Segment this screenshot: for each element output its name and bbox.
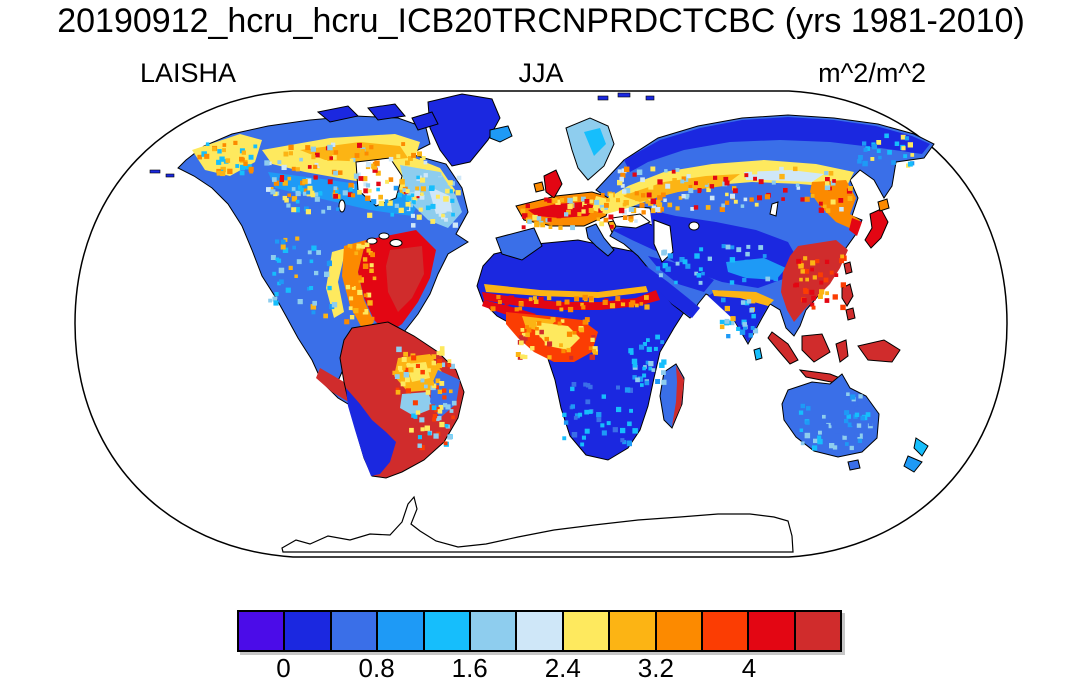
region-borneo <box>801 333 831 363</box>
colorbar-box-5 <box>468 612 516 650</box>
region-himalaya-front <box>712 290 774 306</box>
region-new-guinea <box>857 339 901 363</box>
great-lake-2 <box>378 232 390 240</box>
region-southern-cone <box>346 388 396 476</box>
colorbar-tick-2.4: 2.4 <box>544 653 581 683</box>
region-greenland <box>427 93 501 167</box>
region-arctic-island-3 <box>411 111 439 131</box>
great-lake-1 <box>366 237 378 245</box>
region-tasmania <box>847 459 861 471</box>
region-arctic-island-2 <box>367 103 406 121</box>
region-hokkaido <box>877 198 890 212</box>
region-taiwan <box>843 261 853 275</box>
region-madagascar-east <box>672 366 684 426</box>
region-us-east-core <box>386 246 424 312</box>
region-italy <box>585 223 615 257</box>
region-korea <box>849 218 862 236</box>
colorbar-box-10 <box>700 612 748 650</box>
season-label: JJA <box>518 58 564 88</box>
region-tibet <box>726 258 786 280</box>
colorbar-box-11 <box>747 612 794 650</box>
region-iceland <box>489 125 513 143</box>
region-antarctica <box>281 495 794 553</box>
colorbar-box-0 <box>239 612 284 650</box>
great-lake-3 <box>389 239 403 247</box>
speckle-layer <box>197 133 915 451</box>
colorbar-box-7 <box>561 612 609 650</box>
island-dashes <box>149 92 655 178</box>
colorbar-box-8 <box>608 612 655 650</box>
colorbar-box-6 <box>515 612 562 650</box>
region-amazon-yellow <box>406 362 430 382</box>
colorbar-tick-0: 0 <box>276 653 291 683</box>
region-sahel-amber <box>484 284 648 298</box>
colorbar-tick-1.6: 1.6 <box>451 653 488 683</box>
region-japan <box>864 208 889 249</box>
region-sulawesi <box>835 339 849 363</box>
region-scandinavia-cyan <box>584 128 606 156</box>
region-uk <box>543 169 563 199</box>
units-label: m^2/m^2 <box>818 58 926 88</box>
region-sri-lanka <box>753 347 763 361</box>
colorbar-box-1 <box>283 612 330 650</box>
lake-winnipeg <box>338 199 346 213</box>
colorbar-box-4 <box>422 612 469 650</box>
caspian-sea <box>653 219 674 263</box>
region-siberia-north <box>624 117 930 172</box>
colorbar-tick-0.8: 0.8 <box>358 653 395 683</box>
colorbar-box-2 <box>329 612 377 650</box>
region-iberia <box>495 227 543 261</box>
region-arabia <box>644 266 700 318</box>
region-philippines <box>841 283 854 307</box>
aral-sea <box>688 221 700 231</box>
colorbar-box-3 <box>376 612 423 650</box>
colorbar-ticks: 0 0.8 1.6 2.4 3.2 4 <box>237 653 842 685</box>
colorbar-box-9 <box>654 612 701 650</box>
region-nz-north <box>913 437 929 457</box>
region-sumatra <box>767 331 799 365</box>
region-sahel <box>482 290 660 310</box>
region-nz-south <box>903 455 923 473</box>
colorbar <box>237 610 842 652</box>
region-ireland <box>533 181 545 193</box>
plot-title: 20190912_hcru_hcru_ICB20TRCNPRDCTCBC (yr… <box>57 2 1025 40</box>
colorbar-tick-3.2: 3.2 <box>637 653 674 683</box>
colorbar-box-12 <box>793 612 841 650</box>
colorbar-tick-4: 4 <box>741 653 757 683</box>
lake-baikal <box>769 201 779 217</box>
region-philippines-2 <box>845 307 856 321</box>
variable-label: LAISHA <box>140 58 237 88</box>
region-arctic-island-1 <box>316 105 360 123</box>
